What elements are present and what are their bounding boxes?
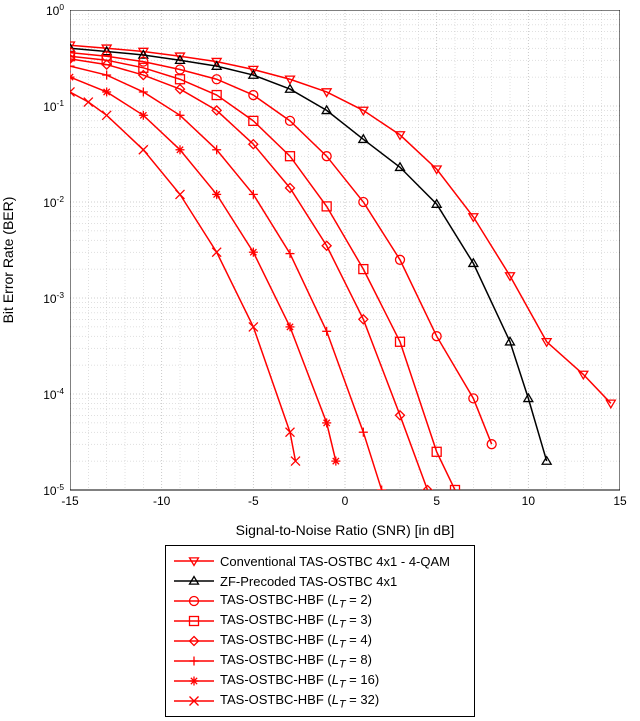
legend-label: TAS-OSTBC-HBF (LT = 32) (220, 692, 379, 711)
legend-label: TAS-OSTBC-HBF (LT = 8) (220, 652, 372, 671)
legend-swatch (174, 574, 214, 588)
x-axis-label: Signal-to-Noise Ratio (SNR) [in dB] (70, 522, 620, 538)
legend-label: TAS-OSTBC-HBF (LT = 3) (220, 612, 372, 631)
legend-swatch (174, 694, 214, 708)
legend-entry: TAS-OSTBC-HBF (LT = 16) (174, 671, 466, 691)
legend-swatch (174, 654, 214, 668)
x-tick-label: -5 (248, 494, 259, 508)
legend: Conventional TAS-OSTBC 4x1 - 4-QAM ZF-Pre… (165, 545, 475, 717)
legend-swatch (174, 674, 214, 688)
legend-label: TAS-OSTBC-HBF (LT = 4) (220, 632, 372, 651)
y-tick-label: 100 (4, 2, 64, 18)
chart-area (70, 10, 620, 520)
legend-entry: TAS-OSTBC-HBF (LT = 3) (174, 611, 466, 631)
y-tick-label: 10-2 (4, 194, 64, 210)
figure: Bit Error Rate (BER) Signal-to-Noise Rat… (0, 0, 640, 721)
y-tick-label: 10-5 (4, 482, 64, 498)
x-tick-label: 15 (613, 494, 626, 508)
legend-entry: TAS-OSTBC-HBF (LT = 4) (174, 631, 466, 651)
x-tick-label: 5 (433, 494, 440, 508)
legend-entry: TAS-OSTBC-HBF (LT = 32) (174, 691, 466, 711)
x-tick-label: 10 (522, 494, 535, 508)
legend-swatch (174, 554, 214, 568)
legend-label: TAS-OSTBC-HBF (LT = 16) (220, 672, 379, 691)
chart-svg (70, 10, 620, 520)
legend-entry: TAS-OSTBC-HBF (LT = 8) (174, 651, 466, 671)
legend-label: TAS-OSTBC-HBF (LT = 2) (220, 592, 372, 611)
legend-swatch (174, 594, 214, 608)
legend-swatch (174, 614, 214, 628)
legend-label: ZF-Precoded TAS-OSTBC 4x1 (220, 574, 397, 589)
legend-label: Conventional TAS-OSTBC 4x1 - 4-QAM (220, 554, 450, 569)
y-tick-label: 10-4 (4, 386, 64, 402)
x-tick-label: 0 (342, 494, 349, 508)
legend-swatch (174, 634, 214, 648)
legend-entry: Conventional TAS-OSTBC 4x1 - 4-QAM (174, 551, 466, 571)
y-tick-label: 10-1 (4, 98, 64, 114)
x-tick-label: -10 (153, 494, 170, 508)
y-tick-label: 10-3 (4, 290, 64, 306)
legend-entry: ZF-Precoded TAS-OSTBC 4x1 (174, 571, 466, 591)
legend-entry: TAS-OSTBC-HBF (LT = 2) (174, 591, 466, 611)
